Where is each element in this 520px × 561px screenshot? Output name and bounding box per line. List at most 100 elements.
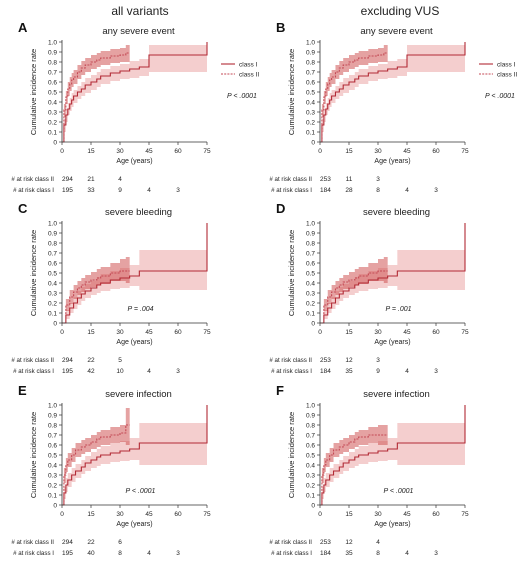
risk-value-c: 42 bbox=[87, 368, 95, 375]
x-tick-label-d: 45 bbox=[403, 329, 411, 336]
panel-title-c: severe bleeding bbox=[105, 207, 172, 218]
risk-value-f: 184 bbox=[320, 550, 331, 557]
y-tick-label-b: 0 bbox=[311, 140, 315, 147]
y-tick-label-c: 0.1 bbox=[48, 311, 57, 318]
risk-value-d: 3 bbox=[434, 368, 438, 375]
p-value-c: P = .004 bbox=[127, 306, 153, 313]
y-tick-label-b: 0.8 bbox=[306, 60, 315, 67]
y-tick-label-f: 0.4 bbox=[306, 463, 315, 470]
y-tick-label-a: 0.7 bbox=[48, 70, 57, 77]
y-tick-label-c: 0 bbox=[53, 321, 57, 328]
y-axis-label-e: Cumulative incidence rate bbox=[29, 412, 38, 498]
series-line-class-ii-f bbox=[320, 434, 388, 506]
x-tick-label-b: 30 bbox=[374, 148, 382, 155]
risk-value-a: 3 bbox=[176, 187, 180, 194]
y-tick-label-c: 0.6 bbox=[48, 261, 57, 268]
y-tick-label-b: 0.7 bbox=[306, 70, 315, 77]
y-tick-label-f: 0.9 bbox=[306, 413, 315, 420]
y-tick-label-a: 0 bbox=[53, 140, 57, 147]
x-tick-label-d: 75 bbox=[461, 329, 469, 336]
x-axis-label-c: Age (years) bbox=[116, 339, 152, 346]
series-line-class-ii-e bbox=[62, 424, 130, 506]
x-tick-label-a: 75 bbox=[203, 148, 211, 155]
y-tick-label-e: 0 bbox=[53, 503, 57, 510]
y-tick-label-f: 0.5 bbox=[306, 453, 315, 460]
x-tick-label-e: 75 bbox=[203, 511, 211, 518]
ci-band-class-i-a bbox=[62, 42, 207, 142]
y-tick-label-b: 0.6 bbox=[306, 80, 315, 87]
y-tick-label-c: 0.7 bbox=[48, 251, 57, 258]
panel-label-b: B bbox=[276, 20, 285, 35]
risk-value-f: 8 bbox=[376, 550, 380, 557]
risk-value-a: 33 bbox=[87, 187, 95, 194]
x-tick-label-f: 60 bbox=[432, 511, 440, 518]
risk-value-f: 35 bbox=[345, 550, 353, 557]
x-tick-label-d: 60 bbox=[432, 329, 440, 336]
risk-value-f: 3 bbox=[434, 550, 438, 557]
x-tick-label-e: 15 bbox=[87, 511, 95, 518]
risk-value-a: 4 bbox=[147, 187, 151, 194]
x-tick-label-c: 60 bbox=[174, 329, 182, 336]
y-axis-label-a: Cumulative incidence rate bbox=[29, 49, 38, 135]
risk-value-f: 253 bbox=[320, 539, 331, 546]
x-tick-label-f: 45 bbox=[403, 511, 411, 518]
y-axis-label-c: Cumulative incidence rate bbox=[29, 230, 38, 316]
risk-value-a: 4 bbox=[118, 176, 122, 183]
risk-value-f: 4 bbox=[405, 550, 409, 557]
panel-label-c: C bbox=[18, 201, 28, 216]
panel-title-b: any severe event bbox=[360, 26, 433, 37]
y-tick-label-e: 0.8 bbox=[48, 423, 57, 430]
x-tick-label-a: 45 bbox=[145, 148, 153, 155]
risk-value-c: 10 bbox=[116, 368, 124, 375]
risk-value-b: 3 bbox=[434, 187, 438, 194]
x-axis-label-b: Age (years) bbox=[374, 158, 410, 165]
x-tick-label-d: 30 bbox=[374, 329, 382, 336]
risk-value-e: 4 bbox=[147, 550, 151, 557]
y-tick-label-c: 0.9 bbox=[48, 231, 57, 238]
series-line-class-i-a bbox=[62, 42, 208, 143]
risk-value-d: 35 bbox=[345, 368, 353, 375]
y-tick-label-e: 0.2 bbox=[48, 483, 57, 490]
y-tick-label-c: 0.4 bbox=[48, 281, 57, 288]
risk-value-c: 3 bbox=[176, 368, 180, 375]
y-tick-label-b: 0.2 bbox=[306, 120, 315, 127]
panel-label-e: E bbox=[18, 383, 27, 398]
series-line-class-ii-b bbox=[320, 52, 388, 143]
ci-band-class-ii-f bbox=[320, 425, 388, 505]
panel-label-d: D bbox=[276, 201, 285, 216]
risk-value-e: 195 bbox=[62, 550, 73, 557]
x-tick-label-e: 0 bbox=[60, 511, 64, 518]
x-axis-label-f: Age (years) bbox=[374, 521, 410, 528]
y-tick-label-a: 0.6 bbox=[48, 80, 57, 87]
series-line-class-i-b bbox=[320, 42, 466, 143]
legend-label-class-i-b: class I bbox=[497, 62, 516, 69]
risk-value-c: 22 bbox=[87, 357, 95, 364]
y-tick-label-a: 1.0 bbox=[48, 40, 57, 47]
x-tick-label-a: 0 bbox=[60, 148, 64, 155]
y-tick-label-d: 0.9 bbox=[306, 231, 315, 238]
y-tick-label-b: 0.1 bbox=[306, 130, 315, 137]
risk-value-e: 294 bbox=[62, 539, 73, 546]
risk-value-f: 12 bbox=[345, 539, 353, 546]
y-tick-label-e: 0.9 bbox=[48, 413, 57, 420]
risk-row-label-c: # at risk class I bbox=[13, 368, 54, 375]
x-tick-label-b: 0 bbox=[318, 148, 322, 155]
x-tick-label-b: 60 bbox=[432, 148, 440, 155]
risk-value-d: 4 bbox=[405, 368, 409, 375]
legend-label-class-i-a: class I bbox=[239, 62, 258, 69]
y-tick-label-c: 0.3 bbox=[48, 291, 57, 298]
risk-value-e: 8 bbox=[118, 550, 122, 557]
risk-value-e: 22 bbox=[87, 539, 95, 546]
x-tick-label-a: 15 bbox=[87, 148, 95, 155]
risk-value-a: 195 bbox=[62, 187, 73, 194]
risk-value-b: 3 bbox=[376, 176, 380, 183]
y-tick-label-a: 0.3 bbox=[48, 110, 57, 117]
panel-label-f: F bbox=[276, 383, 284, 398]
panel-title-a: any severe event bbox=[102, 26, 175, 37]
y-tick-label-d: 0.3 bbox=[306, 291, 315, 298]
ci-band-class-i-b bbox=[320, 42, 465, 142]
legend-label-class-ii-b: class II bbox=[497, 72, 517, 79]
risk-value-d: 184 bbox=[320, 368, 331, 375]
x-axis-label-d: Age (years) bbox=[374, 339, 410, 346]
y-tick-label-f: 1.0 bbox=[306, 403, 315, 410]
